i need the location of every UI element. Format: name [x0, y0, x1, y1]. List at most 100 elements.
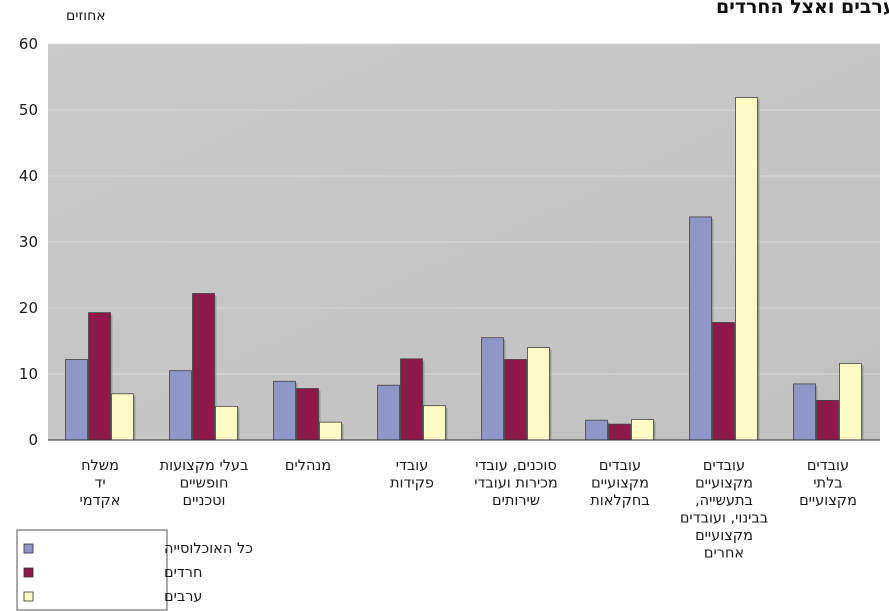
- x-category-label-line: שירותים: [492, 493, 540, 509]
- y-tick-label: 40: [19, 167, 38, 185]
- x-category-label-line: אחרים: [704, 546, 744, 562]
- bar-shadow: [317, 390, 321, 440]
- x-category-label-line: מקצועיים: [695, 528, 753, 544]
- bar: [631, 419, 654, 441]
- bar-shadow: [398, 387, 402, 440]
- legend-swatch: [23, 591, 34, 602]
- bar-shadow: [236, 408, 240, 440]
- x-category-label: בעלי מקצועות חופשיים וטכניים: [160, 458, 249, 509]
- legend: כל האוכלוסייה חרדים ערבים: [16, 529, 253, 611]
- x-category-label-line: סוכנים, עובדי: [475, 458, 557, 474]
- bar-shadow: [837, 402, 841, 440]
- x-category-label-line: חופשיים: [180, 476, 229, 492]
- x-category-label-line: מקצועיים: [695, 476, 753, 492]
- bar: [504, 359, 527, 441]
- y-tick-label: 30: [19, 233, 38, 251]
- bar-shadow: [190, 372, 194, 440]
- bar: [377, 384, 400, 441]
- x-category-label-line: עובדים: [807, 458, 849, 474]
- bar: [585, 419, 608, 441]
- bar-shadow: [525, 361, 529, 440]
- bar-shadow: [502, 339, 506, 440]
- x-category-label-line: מקצועיים: [591, 476, 649, 492]
- bar-shadow: [606, 422, 610, 440]
- bar: [527, 347, 550, 441]
- bar: [839, 363, 862, 441]
- x-category-label-line: בחקלאות: [590, 493, 650, 509]
- x-category-label-line: עובדים: [599, 458, 641, 474]
- bar: [400, 358, 423, 441]
- bar: [481, 337, 504, 441]
- bar: [273, 380, 296, 441]
- x-category-label: עובדים בלתי מקצועיים: [799, 458, 857, 509]
- bar-shadow: [294, 383, 298, 440]
- bar-shadow: [109, 314, 113, 440]
- bar-shadow: [444, 407, 448, 440]
- y-tick-label: 50: [19, 101, 38, 119]
- x-category-label-line: יד: [94, 476, 105, 492]
- bar-shadow: [652, 421, 656, 440]
- bar-shadow: [756, 99, 760, 441]
- y-tick-label: 10: [19, 365, 38, 383]
- bar: [423, 405, 446, 441]
- bar: [192, 293, 215, 441]
- x-category-labels: משלח יד אקדמי בעלי מקצועות חופשיים וטכניים מנה…: [80, 458, 857, 562]
- legend-label: כל האוכלוסייה: [164, 541, 253, 557]
- bar: [816, 399, 839, 441]
- x-category-label: עובדים מקצועיים בתעשייה, בבינוי, ועובדים מקצ…: [680, 458, 768, 562]
- x-category-label-line: עובדים: [703, 458, 745, 474]
- bar-shadow: [629, 426, 633, 440]
- x-category-label-line: מנהלים: [285, 458, 331, 474]
- legend-swatch: [23, 567, 34, 578]
- bar-shadow: [710, 218, 714, 440]
- bar: [65, 359, 88, 441]
- y-tick-label: 60: [19, 35, 38, 53]
- x-category-label: מנהלים: [285, 458, 331, 474]
- x-category-label-line: פקידות: [390, 476, 434, 492]
- y-axis-label: אחוזים: [66, 8, 106, 24]
- x-category-label: משלח יד אקדמי: [80, 458, 121, 509]
- x-category-label: סוכנים, עובדי מכירות ועובדי שירותים: [474, 458, 558, 509]
- bar: [88, 312, 111, 441]
- bar: [169, 370, 192, 441]
- bar-shadow: [421, 360, 425, 440]
- x-category-label-line: בבינוי, ועובדים: [680, 511, 768, 527]
- x-category-label-line: וטכניים: [183, 493, 226, 509]
- x-category-label-line: בעלי מקצועות: [160, 458, 249, 474]
- x-category-label-line: מכירות ועובדי: [474, 476, 558, 492]
- y-tick-labels: 0 10 20 30 40 50 60: [19, 35, 38, 449]
- bar-shadow: [814, 385, 818, 440]
- bar: [735, 97, 758, 441]
- bar: [712, 322, 735, 441]
- bar: [689, 216, 712, 441]
- bar-shadow: [86, 361, 90, 440]
- bar-shadow: [548, 349, 552, 440]
- x-category-label: עובדי פקידות: [390, 458, 434, 492]
- bar-shadow: [213, 295, 217, 440]
- bar-shadow: [733, 324, 737, 440]
- x-category-label-line: מקצועיים: [799, 493, 857, 509]
- bar-shadow: [860, 365, 864, 440]
- x-category-label-line: בתעשייה,: [695, 493, 753, 509]
- x-category-label-line: משלח: [81, 458, 119, 474]
- chart-title: באוכלוסייה הכללית, אצל הערבים ואצל החרדי…: [716, 0, 889, 18]
- x-category-label-line: בלתי: [813, 476, 842, 492]
- bar: [296, 388, 319, 441]
- bars: [65, 97, 864, 441]
- bar: [215, 405, 238, 441]
- legend-swatch: [23, 543, 34, 554]
- bar: [319, 421, 342, 441]
- x-category-label: עובדים מקצועיים בחקלאות: [590, 458, 650, 509]
- y-tick-label: 0: [28, 431, 38, 449]
- legend-label: חרדים: [164, 565, 202, 581]
- bar-shadow: [132, 395, 136, 440]
- bar: [111, 393, 134, 441]
- y-tick-label: 20: [19, 299, 38, 317]
- bar-shadow: [340, 424, 344, 440]
- bar: [608, 423, 631, 441]
- x-category-label-line: עובדי: [396, 458, 429, 474]
- legend-box: [16, 529, 168, 611]
- x-category-label-line: אקדמי: [80, 493, 121, 509]
- bar: [793, 383, 816, 441]
